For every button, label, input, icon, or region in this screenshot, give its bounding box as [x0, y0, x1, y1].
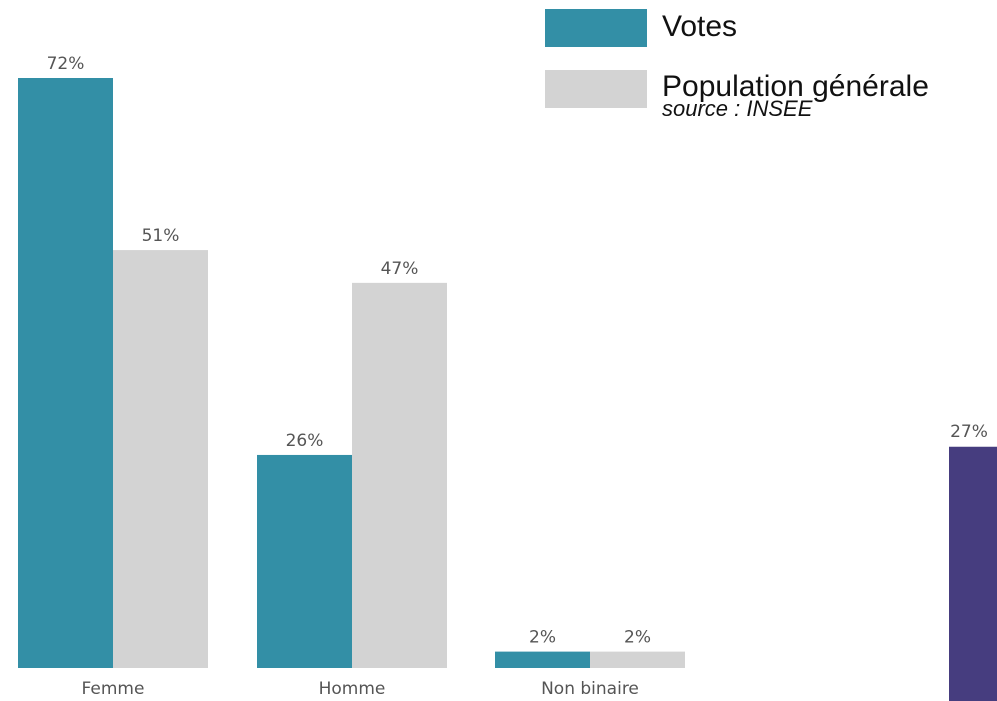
- bar-homme-population-generale: [352, 282, 447, 668]
- legend-label-votes: Votes: [662, 10, 738, 43]
- data-label-homme-votes: 26%: [286, 431, 324, 451]
- legend-swatch-population: [545, 70, 647, 108]
- category-label-femme: Femme: [82, 679, 145, 699]
- data-label-homme-population-generale: 47%: [381, 259, 419, 279]
- legend: Votes Population générale source : INSEE: [545, 0, 997, 130]
- legend-label-population: Population générale: [662, 70, 929, 103]
- bar-non-binaire-population-generale: [590, 651, 685, 668]
- legend-source-note: source : INSEE: [662, 96, 813, 121]
- legend-swatch-votes: [545, 9, 647, 47]
- data-label-non-binaire-votes: 2%: [529, 628, 556, 648]
- bar-non-binaire-votes: [495, 651, 590, 668]
- bar-femme-population-generale: [113, 250, 208, 669]
- data-label-non-binaire-population-generale: 2%: [624, 628, 651, 648]
- bar-homme-votes: [257, 454, 352, 668]
- data-label-femme-votes: 72%: [47, 54, 85, 74]
- category-label-homme: Homme: [319, 679, 386, 699]
- bar-right-partial: [949, 446, 997, 701]
- data-label-femme-population-generale: 51%: [142, 226, 180, 246]
- category-label-non-binaire: Non binaire: [541, 679, 639, 699]
- bar-femme-votes: [18, 78, 113, 668]
- data-label-right-partial: 27%: [950, 422, 988, 442]
